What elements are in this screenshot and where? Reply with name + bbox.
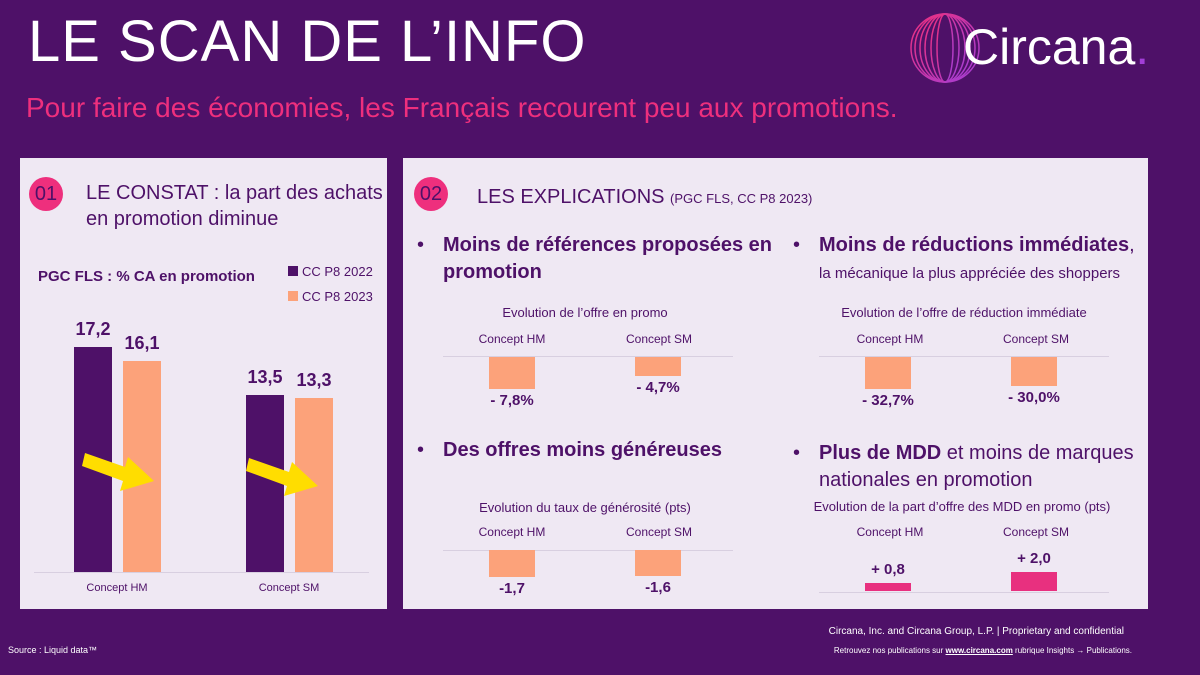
logo-rings-icon	[910, 13, 980, 83]
bullet-references: • Moins de références proposées en promot…	[417, 234, 773, 283]
chart-title: PGC FLS : % CA en promotion	[38, 268, 255, 285]
chart-baseline	[34, 572, 369, 573]
panel-constat-heading: LE CONSTAT : la part des achats en promo…	[86, 182, 383, 230]
logo-text: Circana.	[963, 19, 1150, 75]
mini-bar-hm	[489, 550, 535, 578]
bar-value-label: 16,1	[124, 333, 160, 354]
mini-bar-value: + 2,0	[1017, 550, 1051, 567]
decline-arrow-hm-icon	[82, 453, 154, 491]
mini-bar-value: -1,7	[499, 580, 525, 598]
mini-baseline-reduction	[819, 356, 1109, 357]
publications-note: Retrouvez nos publications sur www.circa…	[833, 646, 1132, 655]
mini-bar-value: - 4,7%	[636, 379, 680, 397]
mini-bar-hm	[865, 357, 911, 390]
mini-bar-sm	[635, 357, 681, 377]
bar-sm-2022	[246, 395, 284, 572]
mini-bar-sm	[1011, 357, 1057, 387]
mini-cat-hm-offre: Concept HM	[478, 332, 546, 346]
mini-bar-value: -1,6	[645, 578, 671, 596]
legend-2022: CC P8 2022	[288, 264, 373, 279]
mini-chart-title-reduction: Evolution de l’offre de réduction immédi…	[841, 305, 1087, 320]
section-number-02: 02	[414, 177, 448, 211]
bar-value-label: 17,2	[75, 318, 111, 339]
legend-2023: CC P8 2023	[288, 289, 373, 304]
source-note: Source : Liquid data™	[8, 645, 98, 655]
mini-bar-hm	[865, 583, 911, 591]
category-label-sm: Concept SM	[258, 582, 320, 594]
decline-arrow-sm-icon	[246, 458, 318, 496]
category-label-hm: Concept HM	[86, 582, 148, 594]
page-title: LE SCAN DE L’INFO	[28, 9, 587, 74]
mini-bar-value: - 7,8%	[490, 391, 534, 409]
mini-cat-sm-reduction: Concept SM	[1002, 332, 1070, 346]
mini-cat-sm-offre: Concept SM	[625, 332, 693, 346]
mini-bar-value: + 0,8	[871, 561, 905, 579]
mini-chart-title-offre: Evolution de l’offre en promo	[502, 305, 668, 320]
bar-value-label: 13,3	[296, 369, 332, 390]
mini-cat-sm-mdd: Concept SM	[1002, 525, 1070, 539]
mini-bar-sm	[635, 550, 681, 576]
legal-note: Circana, Inc. and Circana Group, L.P. | …	[828, 626, 1124, 637]
mini-bar-value: - 30,0%	[1008, 389, 1060, 407]
bullet-mdd: • Plus de MDD et moins de marques nationa…	[793, 442, 1134, 491]
page-subtitle: Pour faire des économies, les Français r…	[26, 92, 898, 123]
panel-explications-heading: LES EXPLICATIONS (PGC FLS, CC P8 2023)	[477, 186, 813, 208]
legend-swatch-2022	[288, 266, 298, 276]
mini-bar-value: - 32,7%	[862, 392, 914, 410]
panel-constat: 01 LE CONSTAT : la part des achats en pr…	[20, 158, 387, 609]
bullet-generosite: • Des offres moins généreuses	[417, 439, 722, 461]
mini-cat-hm-reduction: Concept HM	[856, 332, 924, 346]
mini-cat-hm-mdd: Concept HM	[856, 525, 924, 539]
mini-cat-hm-generosite: Concept HM	[478, 525, 546, 539]
circana-logo: Circana.	[905, 8, 1190, 88]
mini-baseline-generosite	[443, 550, 733, 551]
mini-chart-title-mdd: Evolution de la part d’offre des MDD en …	[813, 499, 1111, 514]
circana-link[interactable]: www.circana.com	[945, 646, 1013, 655]
mini-cat-sm-generosite: Concept SM	[625, 525, 693, 539]
mini-bar-sm	[1011, 572, 1057, 591]
mini-baseline-offre	[443, 356, 733, 357]
mini-chart-title-generosite: Evolution du taux de générosité (pts)	[479, 500, 691, 515]
section-number-01: 01	[29, 177, 63, 211]
panel-explications: 02 LES EXPLICATIONS (PGC FLS, CC P8 2023…	[403, 158, 1148, 609]
legend-swatch-2023	[288, 291, 298, 301]
mini-baseline-mdd	[819, 592, 1109, 593]
bullet-reductions: • Moins de réductions immédiates, la méca…	[793, 234, 1135, 282]
bar-value-label: 13,5	[247, 367, 283, 388]
mini-bar-hm	[489, 357, 535, 389]
